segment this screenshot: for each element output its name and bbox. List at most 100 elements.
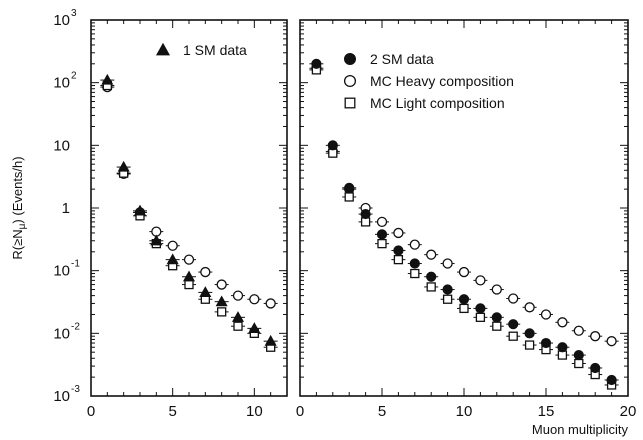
data-point	[376, 229, 388, 240]
y-tick-exponent: 3	[71, 8, 77, 19]
legend-marker	[344, 97, 356, 109]
data-point	[409, 239, 420, 250]
x-axis-label: Muon multiplicity	[532, 422, 629, 437]
legend-marker	[343, 74, 357, 88]
y-tick-label: 1	[62, 200, 70, 217]
data-point	[265, 298, 276, 309]
data-point	[327, 140, 338, 151]
data-point	[360, 208, 371, 220]
y-tick-exponent: 2	[71, 71, 77, 82]
data-point	[344, 192, 354, 202]
x-tick-label: 10	[456, 403, 473, 420]
x-tick-label: 0	[87, 403, 95, 420]
data-point	[167, 240, 178, 251]
data-point	[166, 253, 179, 265]
data-point	[606, 336, 617, 347]
data-point	[475, 312, 486, 322]
data-point	[249, 294, 260, 305]
data-point	[377, 238, 387, 249]
data-point	[573, 349, 584, 361]
data-point	[590, 331, 601, 342]
data-point	[344, 182, 355, 193]
data-point	[393, 227, 404, 239]
y-tick-label: 10	[53, 325, 70, 342]
y-tick-label: 10	[53, 12, 70, 29]
y-axis-label: R(≥Nμ) (Events/h)	[10, 156, 28, 259]
legend-label: 1 SM data	[183, 42, 247, 58]
data-point	[426, 282, 436, 292]
data-point	[217, 307, 227, 317]
data-point	[410, 268, 420, 279]
data-point	[508, 319, 519, 330]
data-point	[426, 249, 437, 260]
data-point	[459, 303, 469, 314]
data-point	[117, 160, 130, 172]
data-point	[475, 275, 486, 286]
legend-marker	[155, 42, 171, 56]
data-point	[492, 321, 502, 331]
legend-marker	[344, 52, 357, 65]
data-point	[184, 279, 194, 290]
data-point	[475, 303, 486, 314]
data-point	[524, 340, 535, 350]
series-open-square	[309, 65, 619, 390]
series-open-square	[100, 80, 278, 352]
data-point	[150, 234, 163, 246]
data-point	[393, 254, 404, 265]
x-tick-label: 20	[620, 403, 637, 420]
x-tick-label: 15	[538, 403, 555, 420]
y-tick-exponent: -2	[71, 321, 80, 332]
x-tick-label: 5	[378, 403, 386, 420]
data-point	[491, 284, 502, 295]
series-filled-triangle	[100, 73, 278, 346]
legend-label: 2 SM data	[370, 51, 434, 67]
data-point	[182, 270, 196, 282]
data-point	[264, 334, 277, 346]
data-point	[101, 73, 114, 85]
data-point	[540, 337, 552, 349]
data-point	[557, 317, 568, 328]
data-point	[557, 342, 568, 353]
data-point	[376, 216, 388, 228]
data-point	[183, 254, 195, 265]
data-point	[458, 294, 470, 305]
legend: 1 SM data	[155, 42, 247, 58]
data-point	[574, 358, 584, 369]
data-point	[524, 302, 535, 313]
data-point	[216, 279, 227, 290]
data-point	[215, 295, 228, 307]
data-point	[200, 266, 211, 278]
data-point	[524, 328, 535, 339]
data-point	[442, 284, 453, 295]
series-filled-circle	[309, 58, 619, 386]
y-tick-label: 10	[53, 75, 70, 92]
y-tick-label: 10	[53, 263, 70, 280]
x-tick-label: 10	[246, 403, 263, 420]
data-point	[573, 325, 584, 336]
legend-label: MC Heavy composition	[370, 73, 514, 89]
data-point	[442, 258, 453, 269]
x-tick-label: 5	[168, 403, 176, 420]
legend: 2 SM data MC Heavy composition MC Light co…	[343, 51, 514, 111]
plot-frame	[90, 19, 288, 397]
data-point	[590, 362, 601, 374]
data-point	[442, 294, 453, 304]
data-point	[233, 321, 243, 331]
y-tick-exponent: -1	[71, 259, 80, 270]
y-tick-exponent: -3	[71, 384, 80, 395]
data-point	[540, 309, 552, 320]
chart-panel-2: 0 5 10 15 20 2 SM data MC Heavy composition MC …	[296, 19, 637, 420]
data-point	[311, 58, 322, 69]
chart-panel-1: 0 5 10 1 SM data	[87, 19, 288, 420]
data-point	[199, 286, 212, 297]
data-point	[232, 290, 244, 301]
x-tick-label: 0	[296, 403, 304, 420]
data-point	[508, 293, 519, 304]
data-point	[606, 374, 617, 386]
data-point	[393, 245, 404, 256]
y-tick-label: 10	[53, 137, 70, 154]
data-point	[458, 266, 470, 278]
data-point	[508, 331, 518, 341]
data-point	[426, 271, 437, 282]
data-point	[133, 204, 147, 216]
